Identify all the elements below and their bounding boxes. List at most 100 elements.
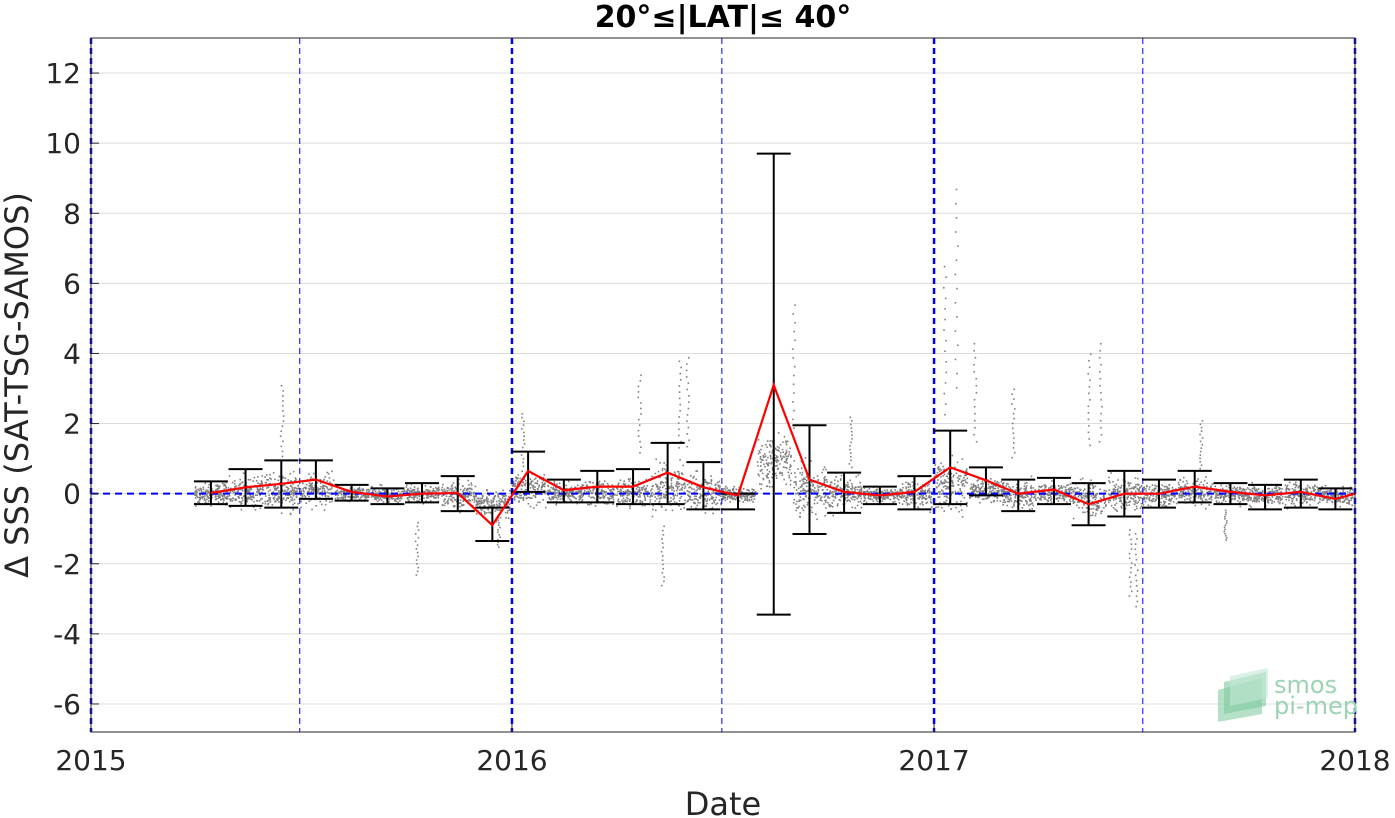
- raw-point: [1138, 497, 1140, 499]
- raw-point: [1110, 504, 1113, 507]
- raw-point: [306, 494, 309, 496]
- raw-point: [548, 491, 550, 494]
- raw-point: [1180, 496, 1183, 499]
- raw-point: [645, 490, 648, 493]
- raw-point: [935, 474, 937, 476]
- raw-point: [924, 498, 927, 501]
- raw-point: [663, 468, 666, 471]
- raw-point: [1054, 487, 1057, 489]
- raw-point: [293, 491, 296, 494]
- raw-point: [328, 488, 331, 491]
- raw-point: [980, 483, 983, 485]
- raw-point: [849, 479, 851, 482]
- raw-point: [887, 494, 890, 497]
- raw-point: [242, 495, 245, 498]
- raw-point: [248, 490, 251, 493]
- raw-point: [638, 490, 641, 493]
- raw-point: [961, 516, 964, 518]
- raw-point: [733, 497, 736, 500]
- raw-point: [447, 487, 450, 490]
- raw-point: [200, 488, 202, 490]
- raw-point: [1146, 485, 1148, 488]
- raw-point: [731, 494, 734, 497]
- raw-point: [380, 496, 382, 499]
- raw-point: [236, 491, 239, 493]
- raw-point: [530, 492, 533, 494]
- raw-point: [521, 484, 523, 486]
- raw-point: [981, 498, 984, 501]
- raw-point: [579, 496, 581, 499]
- raw-point: [451, 499, 453, 502]
- raw-point: [443, 500, 445, 502]
- raw-point: [582, 494, 585, 497]
- raw-point: [1152, 498, 1154, 500]
- raw-point: [355, 489, 358, 492]
- raw-point: [680, 508, 682, 511]
- raw-point: [206, 490, 208, 492]
- raw-point: [863, 500, 865, 502]
- raw-point: [771, 440, 774, 442]
- raw-point: [996, 483, 999, 485]
- raw-point: [1069, 500, 1072, 503]
- raw-point: [217, 501, 220, 503]
- raw-point: [312, 478, 314, 480]
- raw-point: [561, 497, 564, 500]
- raw-point: [663, 495, 665, 498]
- raw-point: [1068, 490, 1071, 492]
- raw-point: [662, 481, 665, 484]
- raw-point: [1086, 500, 1088, 503]
- raw-point: [1015, 483, 1018, 486]
- raw-point: [435, 496, 437, 499]
- raw-point: [516, 477, 518, 480]
- raw-point: [247, 489, 250, 491]
- raw-point: [231, 490, 234, 493]
- raw-point: [271, 491, 274, 494]
- raw-point: [1139, 507, 1142, 509]
- raw-point: [857, 501, 860, 503]
- raw-point: [293, 487, 296, 489]
- raw-point: [267, 503, 269, 506]
- raw-point: [1079, 494, 1082, 497]
- raw-point: [221, 482, 224, 485]
- raw-point: [776, 461, 778, 464]
- raw-point: [689, 496, 691, 499]
- raw-point: [882, 491, 884, 494]
- raw-point: [296, 490, 299, 493]
- raw-point: [839, 479, 842, 481]
- raw-point: [308, 491, 310, 493]
- raw-point: [965, 470, 968, 472]
- raw-point: [375, 495, 378, 498]
- raw-point: [535, 477, 537, 479]
- raw-point: [310, 483, 313, 486]
- raw-point: [319, 482, 322, 485]
- raw-point: [978, 488, 981, 491]
- raw-point: [609, 490, 612, 492]
- raw-point: [649, 494, 652, 497]
- raw-point: [1144, 500, 1147, 503]
- raw-point: [1012, 486, 1014, 488]
- raw-point: [302, 493, 305, 495]
- raw-point: [416, 490, 419, 493]
- raw-point: [1079, 489, 1082, 491]
- raw-point: [305, 502, 307, 505]
- raw-point: [654, 483, 657, 486]
- raw-point: [952, 475, 955, 478]
- raw-point: [1208, 498, 1211, 500]
- raw-point: [693, 491, 696, 493]
- raw-point: [499, 498, 501, 500]
- raw-point: [195, 495, 198, 497]
- raw-point: [548, 497, 551, 500]
- raw-point: [732, 487, 735, 490]
- raw-point: [282, 497, 285, 499]
- raw-point: [222, 494, 225, 497]
- raw-point: [947, 471, 950, 473]
- raw-point: [1114, 490, 1117, 493]
- raw-point: [578, 498, 580, 501]
- raw-point: [1061, 487, 1063, 489]
- raw-point: [578, 489, 581, 492]
- raw-point: [1083, 503, 1085, 506]
- raw-point: [332, 479, 335, 482]
- raw-point: [1186, 482, 1189, 485]
- raw-point: [410, 489, 413, 492]
- raw-point: [926, 501, 929, 504]
